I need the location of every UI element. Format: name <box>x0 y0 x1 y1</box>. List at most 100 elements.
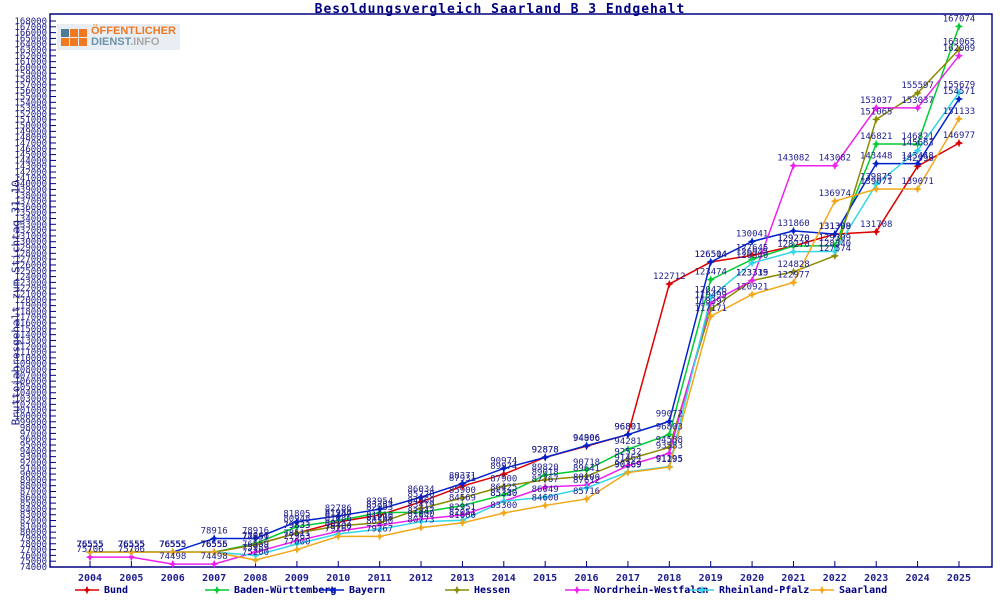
point-label: 167074 <box>943 14 976 24</box>
y-tick-label: 168000 <box>14 17 47 27</box>
y-tick-label: 161000 <box>14 58 47 68</box>
data-point <box>665 279 674 289</box>
point-label: 76555 <box>201 540 228 550</box>
series-line-Nordrhein-Westfalen <box>90 55 960 565</box>
y-tick-label: 115000 <box>14 325 47 335</box>
point-label: 81600 <box>449 511 476 521</box>
legend-marker-icon <box>205 585 229 595</box>
point-label: 76555 <box>159 540 186 550</box>
point-label: 87612 <box>573 476 600 486</box>
point-label: 127574 <box>819 244 852 254</box>
data-point <box>209 559 219 569</box>
data-point <box>913 88 922 98</box>
point-label: 151133 <box>943 107 976 117</box>
data-point <box>416 492 426 502</box>
data-point <box>582 465 591 475</box>
point-label: 151065 <box>860 107 893 117</box>
data-point <box>789 161 798 170</box>
series-line-Baden-Württemberg <box>90 26 960 553</box>
y-tick-label: 112000 <box>14 342 47 352</box>
point-label: 146821 <box>901 132 934 142</box>
y-tick-label: 81000 <box>20 522 47 532</box>
point-label: 86034 <box>407 485 434 495</box>
point-label: 122977 <box>777 271 810 281</box>
point-label: 82953 <box>366 503 393 513</box>
point-label: 85330 <box>490 489 517 499</box>
data-point <box>292 545 302 554</box>
data-point <box>582 494 591 504</box>
y-tick-label: 99000 <box>20 418 47 428</box>
point-label: 89018 <box>532 468 559 478</box>
point-label: 124828 <box>777 260 810 270</box>
x-tick-label: 2020 <box>740 573 764 584</box>
point-label: 75706 <box>118 545 145 555</box>
data-point <box>623 455 633 464</box>
data-point <box>540 501 550 510</box>
data-point <box>209 547 219 557</box>
y-tick-label: 89000 <box>20 476 47 486</box>
point-label: 87900 <box>490 474 517 484</box>
data-point <box>540 482 550 492</box>
point-label: 96801 <box>614 423 641 433</box>
y-tick-label: 127000 <box>14 255 47 265</box>
point-label: 96803 <box>656 423 683 433</box>
legend-label: Baden-Württemberg <box>234 584 337 596</box>
point-label: 74498 <box>201 552 228 562</box>
point-label: 76555 <box>201 540 228 550</box>
x-tick-label: 2009 <box>285 573 309 584</box>
data-point <box>416 497 426 507</box>
data-point <box>334 516 343 525</box>
point-label: 82051 <box>449 508 476 518</box>
series-line-Hessen <box>90 49 960 553</box>
y-tick-label: 158000 <box>14 75 47 85</box>
point-label: 129270 <box>777 234 810 244</box>
point-label: 126514 <box>694 250 727 260</box>
y-tick-label: 124000 <box>14 273 47 283</box>
point-label: 82247 <box>407 507 434 517</box>
data-point <box>416 517 426 526</box>
y-tick-label: 138000 <box>14 191 47 201</box>
x-tick-label: 2023 <box>864 573 888 584</box>
data-point <box>168 547 177 557</box>
y-tick-label: 83000 <box>20 511 47 521</box>
data-point <box>872 115 881 124</box>
y-tick-label: 79000 <box>20 534 47 544</box>
chart-title: Besoldungsvergleich Saarland B 3 Endgeha… <box>314 2 686 17</box>
data-point <box>127 547 136 557</box>
point-label: 84069 <box>407 497 434 507</box>
data-point <box>706 275 715 284</box>
point-label: 93583 <box>656 441 683 451</box>
data-point <box>665 417 674 426</box>
y-tick-label: 166000 <box>14 29 47 39</box>
point-label: 139875 <box>860 172 893 182</box>
y-tick-label: 82000 <box>20 517 47 527</box>
y-tick-label: 117000 <box>14 313 47 323</box>
legend-item-Baden-Württemberg: Baden-Württemberg <box>205 584 336 596</box>
point-label: 153037 <box>901 96 934 106</box>
point-label: 79267 <box>366 524 393 534</box>
point-label: 76555 <box>159 540 186 550</box>
legend-label: Rheinland-Pfalz <box>719 584 810 596</box>
point-label: 76555 <box>118 540 145 550</box>
data-point <box>623 468 633 477</box>
data-point <box>830 161 840 170</box>
point-label: 81747 <box>325 510 352 520</box>
y-tick-label: 134000 <box>14 214 47 224</box>
point-label: 84600 <box>532 493 559 503</box>
point-label: 89974 <box>490 462 517 472</box>
data-point <box>292 517 302 526</box>
chart-legend: Bund Baden-Württemberg Bayern Hessen Nordrhe… <box>0 584 1000 600</box>
point-label: 94588 <box>656 435 683 445</box>
data-point <box>540 492 550 502</box>
point-label: 128340 <box>819 239 852 249</box>
y-tick-label: 110000 <box>14 354 47 364</box>
point-label: 90369 <box>614 460 641 470</box>
y-tick-label: 160000 <box>14 63 47 73</box>
point-label: 129270 <box>777 234 810 244</box>
legend-item-Rheinland-Pfalz: Rheinland-Pfalz <box>690 584 809 596</box>
y-tick-label: 98000 <box>20 424 47 434</box>
logo-square <box>70 28 78 37</box>
data-point <box>830 229 840 239</box>
data-point <box>209 534 219 543</box>
data-point <box>499 482 508 491</box>
